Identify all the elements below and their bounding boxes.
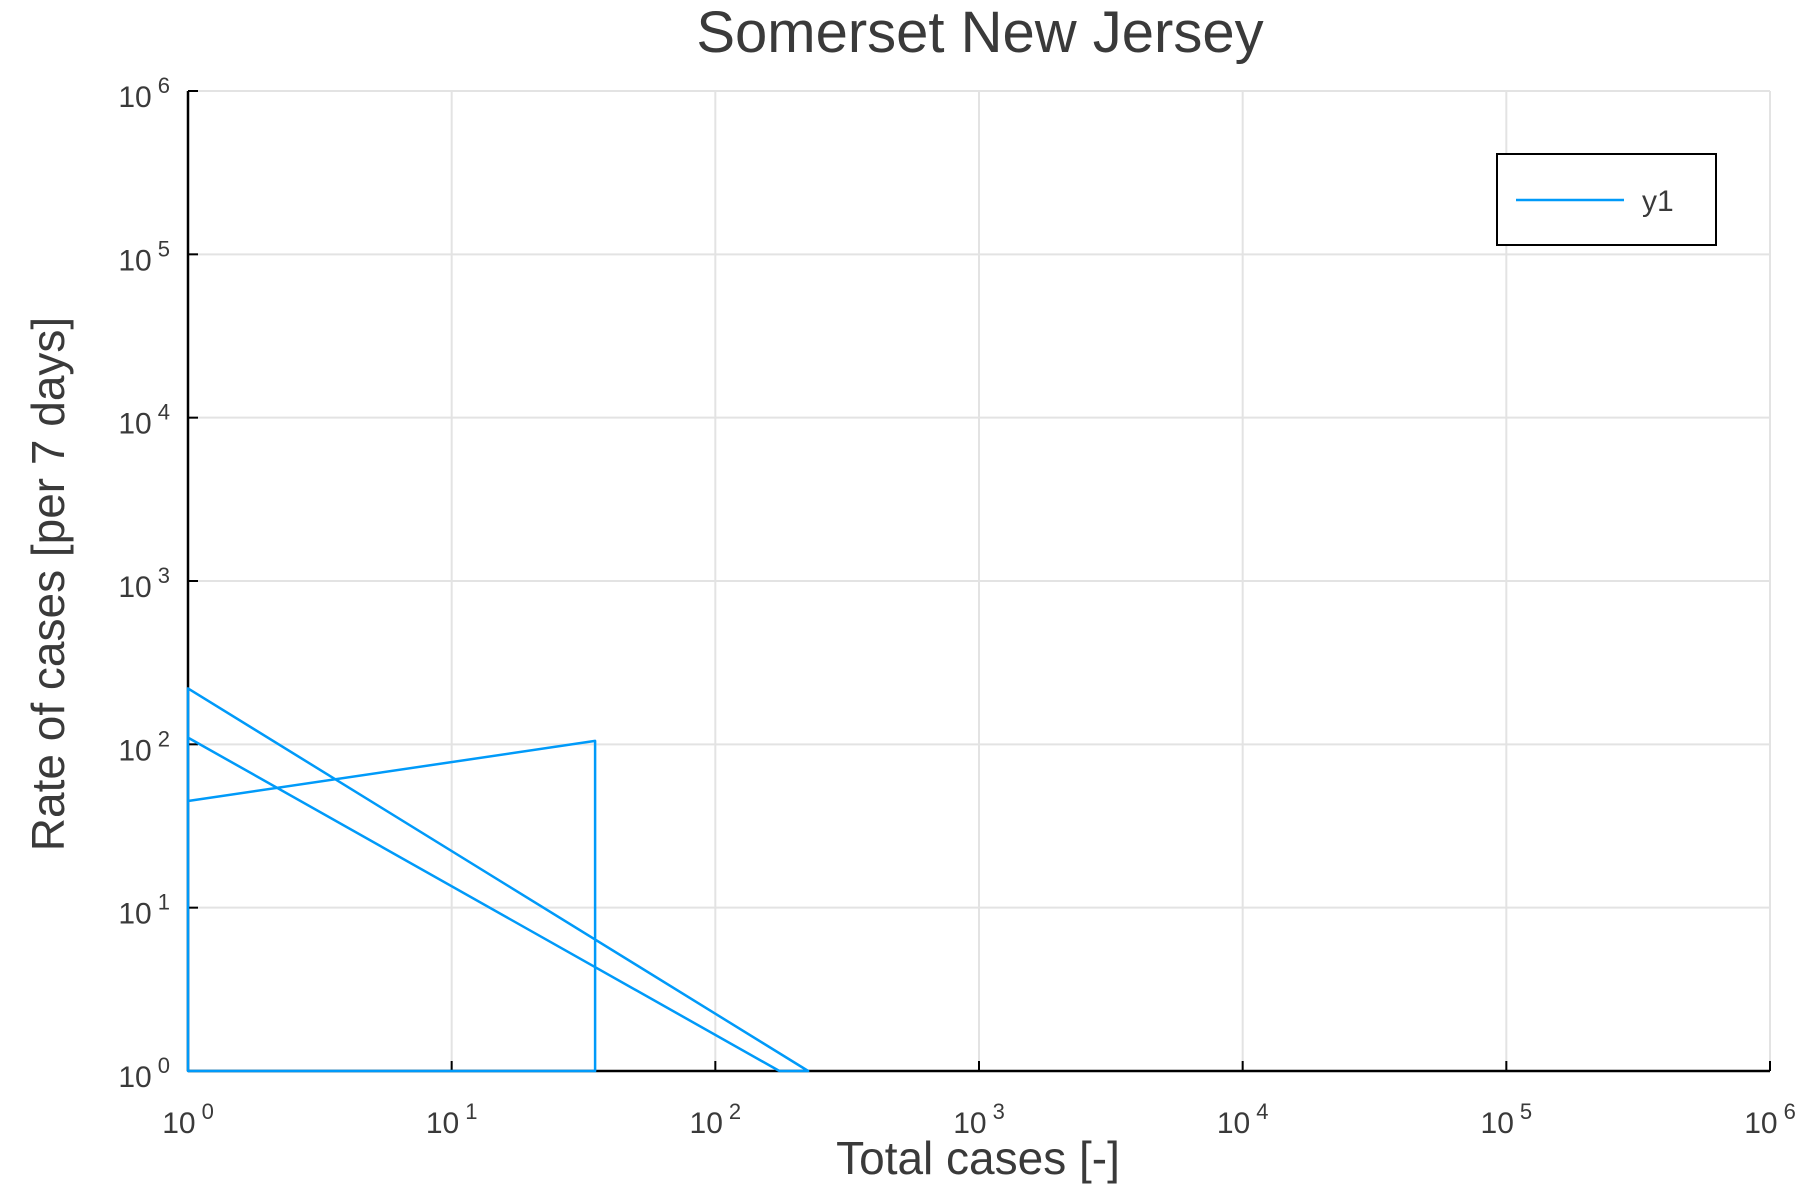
- x-tick-label: 10 3: [953, 1099, 1005, 1140]
- y-tick-label: 10 2: [118, 726, 170, 767]
- y-tick-label: 10 4: [118, 400, 170, 441]
- x-axis-label: Total cases [-]: [836, 1132, 1120, 1184]
- y-tick-base: 10: [118, 81, 151, 114]
- x-tick-exp: 5: [1520, 1099, 1532, 1124]
- y-tick-base: 10: [118, 1061, 151, 1094]
- legend: y1: [1496, 153, 1717, 246]
- y-tick-label: 10 1: [118, 890, 170, 931]
- y-tick-exp: 1: [158, 890, 170, 915]
- x-tick-label: 10 2: [690, 1099, 742, 1140]
- x-tick-base: 10: [690, 1107, 723, 1140]
- chart-title: Somerset New Jersey: [696, 0, 1263, 65]
- y-tick-base: 10: [118, 408, 151, 441]
- grid: [187, 90, 1771, 1072]
- x-tick-label: 10 6: [1744, 1099, 1796, 1140]
- y-axis-label: Rate of cases [per 7 days]: [22, 317, 74, 851]
- x-tick-base: 10: [1481, 1107, 1514, 1140]
- x-tick-base: 10: [162, 1107, 195, 1140]
- y-tick-exp: 4: [158, 400, 170, 425]
- x-tick-exp: 0: [202, 1099, 214, 1124]
- x-tick-base: 10: [953, 1107, 986, 1140]
- series-layer: [186, 687, 810, 1073]
- x-tick-exp: 4: [1256, 1099, 1268, 1124]
- x-tick-base: 10: [1217, 1107, 1250, 1140]
- x-tick-label: 10 5: [1481, 1099, 1533, 1140]
- x-tick-label: 10 4: [1217, 1099, 1269, 1140]
- x-tick-label: 10 1: [426, 1099, 478, 1140]
- y-tick-exp: 3: [158, 563, 170, 588]
- x-tick-base: 10: [426, 1107, 459, 1140]
- y-tick-base: 10: [118, 244, 151, 277]
- y-tick-label: 10 3: [118, 563, 170, 604]
- y-tick-label: 10 6: [118, 73, 170, 114]
- x-tick-exp: 6: [1784, 1099, 1796, 1124]
- y-tick-base: 10: [118, 898, 151, 931]
- x-tick-exp: 2: [729, 1099, 741, 1124]
- legend-label-y1: y1: [1642, 185, 1674, 218]
- y-tick-base: 10: [118, 571, 151, 604]
- y-tick-base: 10: [118, 734, 151, 767]
- x-tick-label: 10 0: [162, 1099, 214, 1140]
- y-tick-exp: 0: [158, 1053, 170, 1078]
- x-tick-exp: 3: [993, 1099, 1005, 1124]
- x-tick-exp: 1: [465, 1099, 477, 1124]
- y-tick-label: 10 0: [118, 1053, 170, 1094]
- y-tick-exp: 6: [158, 73, 170, 98]
- x-tick-base: 10: [1744, 1107, 1777, 1140]
- y-tick-exp: 2: [158, 726, 170, 751]
- y-tick-label: 10 5: [118, 236, 170, 277]
- series-line-y1: [186, 687, 810, 1073]
- y-tick-exp: 5: [158, 236, 170, 261]
- tick-labels: 10 0 10 1 10 2 10 3 10 4 10 5 10 610 010 110 210 310 410 51…: [118, 73, 1795, 1140]
